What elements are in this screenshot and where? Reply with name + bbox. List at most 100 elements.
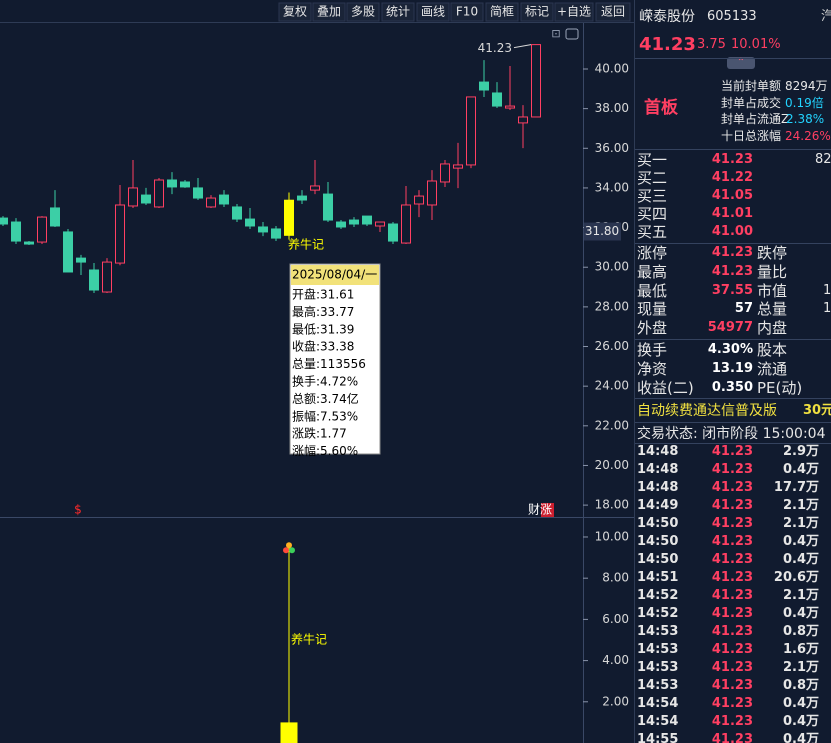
bid-label: 买一 — [637, 151, 668, 169]
divider — [635, 58, 831, 59]
panel-icon[interactable] — [565, 28, 579, 40]
candle-body — [492, 92, 502, 107]
candle-body — [37, 216, 47, 243]
stat-label: 量比 — [757, 262, 788, 281]
toolbar-button[interactable] — [346, 2, 380, 22]
tick-price: 41.23 — [711, 552, 753, 567]
info-value: 8294万 — [785, 79, 828, 93]
collapse-tab[interactable]: ⌃ — [727, 57, 755, 69]
candle-body — [63, 231, 73, 273]
stat-value: 57 — [734, 301, 753, 317]
toolbar-label[interactable]: 叠加 — [317, 5, 341, 19]
tick-volume: 2.9万 — [782, 444, 819, 459]
candle-body — [76, 257, 86, 263]
tick-time: 14:50 — [637, 516, 679, 531]
candle-body — [284, 199, 294, 236]
tick-time: 14:50 — [637, 552, 679, 567]
industry-tab[interactable]: 汽 — [821, 8, 831, 26]
event-marker[interactable]: 财涨 — [528, 502, 552, 517]
tick-price: 41.23 — [711, 444, 753, 459]
ad-text[interactable]: 自动续费通达信普及版 — [637, 403, 777, 419]
tick-time: 14:49 — [637, 498, 679, 513]
signal-icon — [289, 547, 295, 554]
divider — [635, 422, 831, 423]
stat-value: 54977 — [707, 320, 753, 336]
candle-body — [102, 261, 112, 293]
toolbar-label[interactable]: 画线 — [421, 5, 445, 19]
divider — [635, 243, 831, 244]
candle-body — [349, 219, 359, 225]
y-tick-label: 4.00 — [602, 653, 629, 667]
tick-time: 14:55 — [637, 732, 679, 743]
toolbar-button[interactable] — [381, 2, 415, 22]
tick-volume: 0.8万 — [782, 624, 819, 639]
tick-price: 41.23 — [711, 534, 753, 549]
divider — [635, 443, 831, 444]
info-label: 十日总涨幅 — [721, 128, 782, 143]
y-tick-label: 28.00 — [595, 299, 629, 313]
stat-label: 跌停 — [757, 244, 788, 262]
toolbar-button[interactable] — [554, 2, 594, 22]
tick-volume: 1.6万 — [782, 642, 819, 657]
toolbar-button[interactable] — [595, 2, 631, 22]
candle-body — [388, 223, 398, 242]
divider — [635, 339, 831, 340]
toolbar-label[interactable]: 多股 — [351, 5, 375, 19]
ad-price[interactable]: 30元 — [803, 403, 831, 418]
signal-icon — [286, 542, 292, 549]
event-marker[interactable]: $ — [74, 503, 82, 517]
tick-price: 41.23 — [711, 696, 753, 711]
tick-time: 14:53 — [637, 642, 679, 657]
toolbar-label[interactable]: F10 — [456, 5, 478, 19]
change-percent: 10.01% — [731, 37, 781, 52]
tick-volume: 0.4万 — [782, 732, 819, 743]
toolbar-label[interactable]: +自选 — [557, 5, 591, 19]
toolbar-label[interactable]: 统计 — [386, 5, 410, 19]
stat-value: 1 — [823, 282, 831, 298]
high-arrow — [513, 44, 532, 49]
chart: ⊡ 复权 叠加 多股 统计 画线 F10 简框 标记 +自选 返回 40.00 38.00 36.00 3… — [0, 2, 634, 743]
candle-body — [479, 81, 489, 91]
candle-body — [453, 164, 463, 169]
toolbar-label[interactable]: 简框 — [490, 5, 514, 19]
candle-body — [193, 187, 203, 199]
panel-icon[interactable]: ⊡ — [551, 27, 560, 40]
candle-body — [245, 218, 255, 227]
bid-price: 41.22 — [711, 170, 753, 185]
tick-time: 14:53 — [637, 660, 679, 675]
tick-volume: 2.1万 — [782, 498, 819, 513]
stat-label: 流通 — [757, 359, 788, 378]
tick-time: 14:52 — [637, 588, 679, 603]
y-tick-label: 36.00 — [595, 141, 629, 155]
tick-price: 41.23 — [711, 516, 753, 531]
toolbar-button[interactable] — [416, 2, 450, 22]
info-label: 封单占流通Z — [721, 112, 790, 126]
candle-body — [206, 197, 216, 208]
toolbar-button[interactable] — [520, 2, 554, 22]
info-value: 2.38% — [786, 112, 825, 126]
tick-price: 41.23 — [711, 732, 753, 743]
toolbar-button[interactable] — [450, 2, 484, 22]
tick-price: 41.23 — [711, 642, 753, 657]
price-change: 3.75 — [697, 37, 726, 52]
toolbar-label[interactable]: 标记 — [525, 5, 549, 19]
tick-time: 14:48 — [637, 462, 679, 477]
candle-body — [297, 195, 307, 201]
y-tick-label: 22.00 — [595, 418, 629, 432]
toolbar-button[interactable] — [312, 2, 346, 22]
toolbar-button[interactable] — [485, 2, 519, 22]
tick-time: 14:54 — [637, 696, 679, 711]
info-label: 封单占成交 — [721, 95, 782, 110]
candle-body — [271, 228, 281, 239]
stat-label: 市值 — [757, 281, 788, 300]
toolbar-button[interactable] — [278, 2, 312, 22]
toolbar-label[interactable]: 返回 — [601, 5, 625, 19]
bid-label: 买四 — [637, 205, 668, 223]
toolbar-label[interactable]: 复权 — [283, 5, 307, 19]
y-tick-label: 30.00 — [595, 260, 629, 274]
candle-body — [50, 207, 60, 227]
tick-price: 41.23 — [711, 624, 753, 639]
tick-price: 41.23 — [711, 570, 753, 585]
stat-value: 37.55 — [711, 282, 753, 298]
bid-volume: 829 — [815, 152, 831, 167]
